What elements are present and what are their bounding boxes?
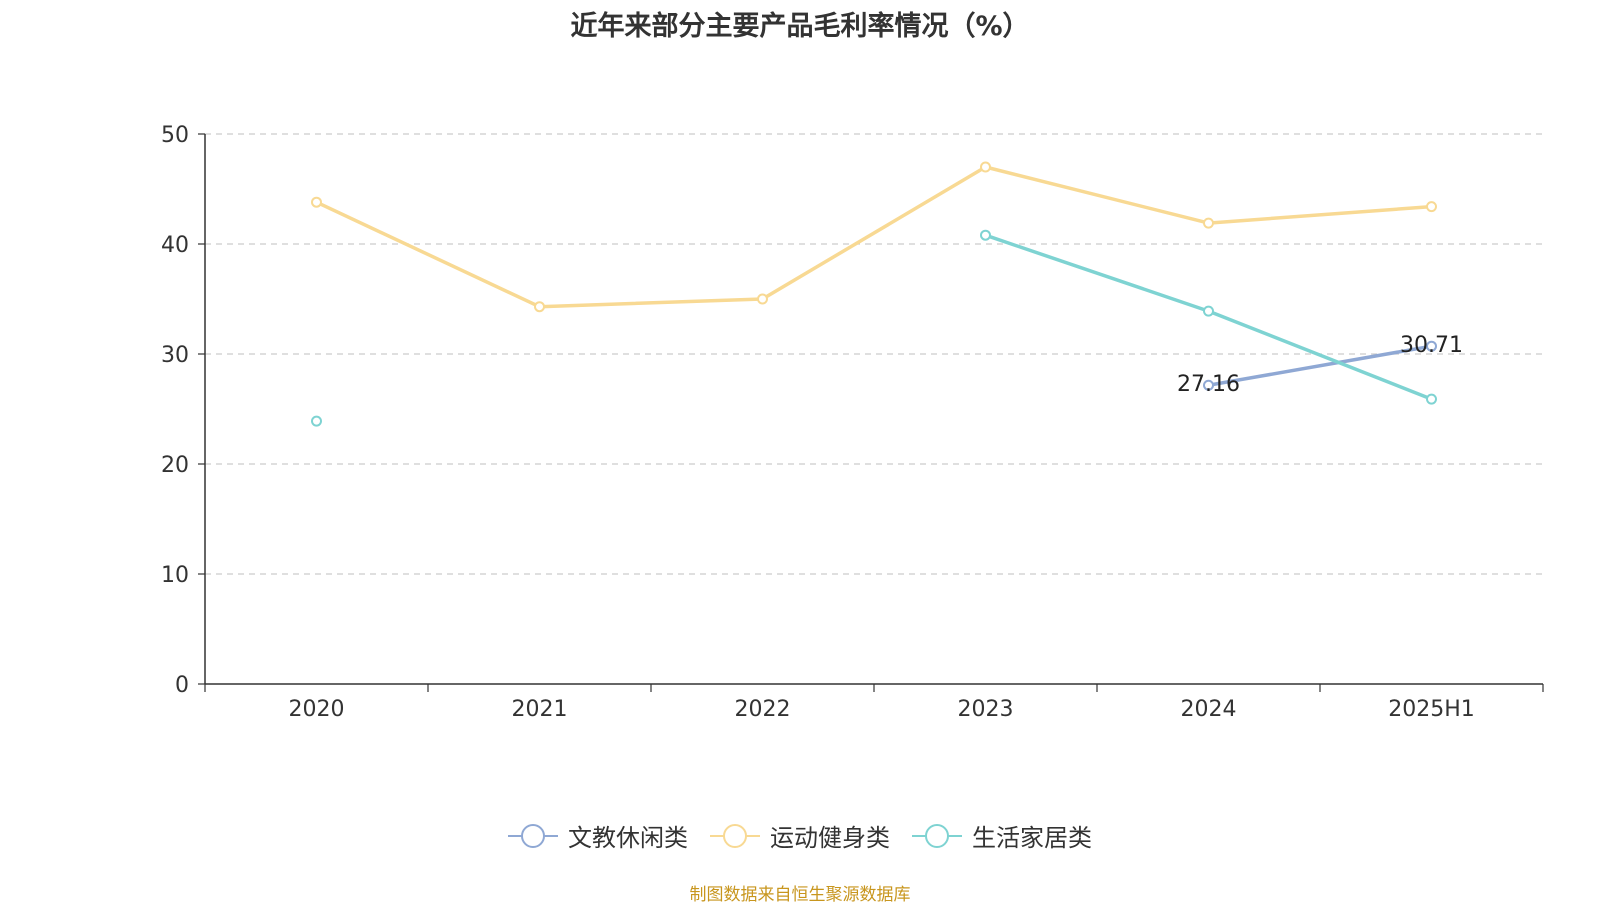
data-label: 30.71 [1400, 333, 1463, 358]
data-point [1426, 201, 1437, 213]
x-tick-label: 2021 [512, 697, 568, 722]
data-point [1203, 217, 1214, 229]
legend-label: 运动健身类 [770, 824, 890, 852]
legend-item[interactable]: 生活家居类 [912, 818, 1092, 853]
x-tick-label: 2023 [958, 697, 1014, 722]
data-point [311, 196, 322, 208]
x-tick-label: 2025H1 [1388, 697, 1475, 722]
y-tick-label: 10 [161, 563, 189, 588]
source-note: 制图数据来自恒生聚源数据库 [689, 885, 911, 905]
series-line [315, 165, 1432, 309]
legend-swatch-icon [508, 823, 558, 849]
y-tick-label: 30 [161, 343, 189, 368]
data-point [1426, 393, 1437, 405]
y-tick-label: 20 [161, 453, 189, 478]
legend-swatch-icon [710, 823, 760, 849]
data-point [1426, 340, 1437, 352]
legend: 文教休闲类 运动健身类 生活家居类 [0, 818, 1600, 853]
data-point [980, 229, 991, 241]
series-line [1208, 344, 1432, 387]
data-point [980, 161, 991, 173]
y-tick-label: 50 [161, 123, 189, 148]
x-tick-label: 2022 [735, 697, 791, 722]
data-point [534, 301, 545, 313]
legend-swatch-icon [912, 823, 962, 849]
data-point [311, 415, 322, 427]
x-tick-label: 2024 [1181, 697, 1237, 722]
legend-item[interactable]: 文教休闲类 [508, 818, 688, 853]
data-point [1203, 305, 1214, 317]
chart-title: 近年来部分主要产品毛利率情况（%） [570, 11, 1030, 42]
data-point [757, 293, 768, 305]
legend-label: 生活家居类 [972, 824, 1092, 852]
data-point [1203, 379, 1214, 391]
x-tick-label: 2020 [289, 697, 345, 722]
y-tick-label: 0 [175, 673, 189, 698]
legend-label: 文教休闲类 [568, 824, 688, 852]
y-tick-label: 40 [161, 233, 189, 258]
data-label: 27.16 [1177, 372, 1240, 397]
legend-item[interactable]: 运动健身类 [710, 818, 890, 853]
